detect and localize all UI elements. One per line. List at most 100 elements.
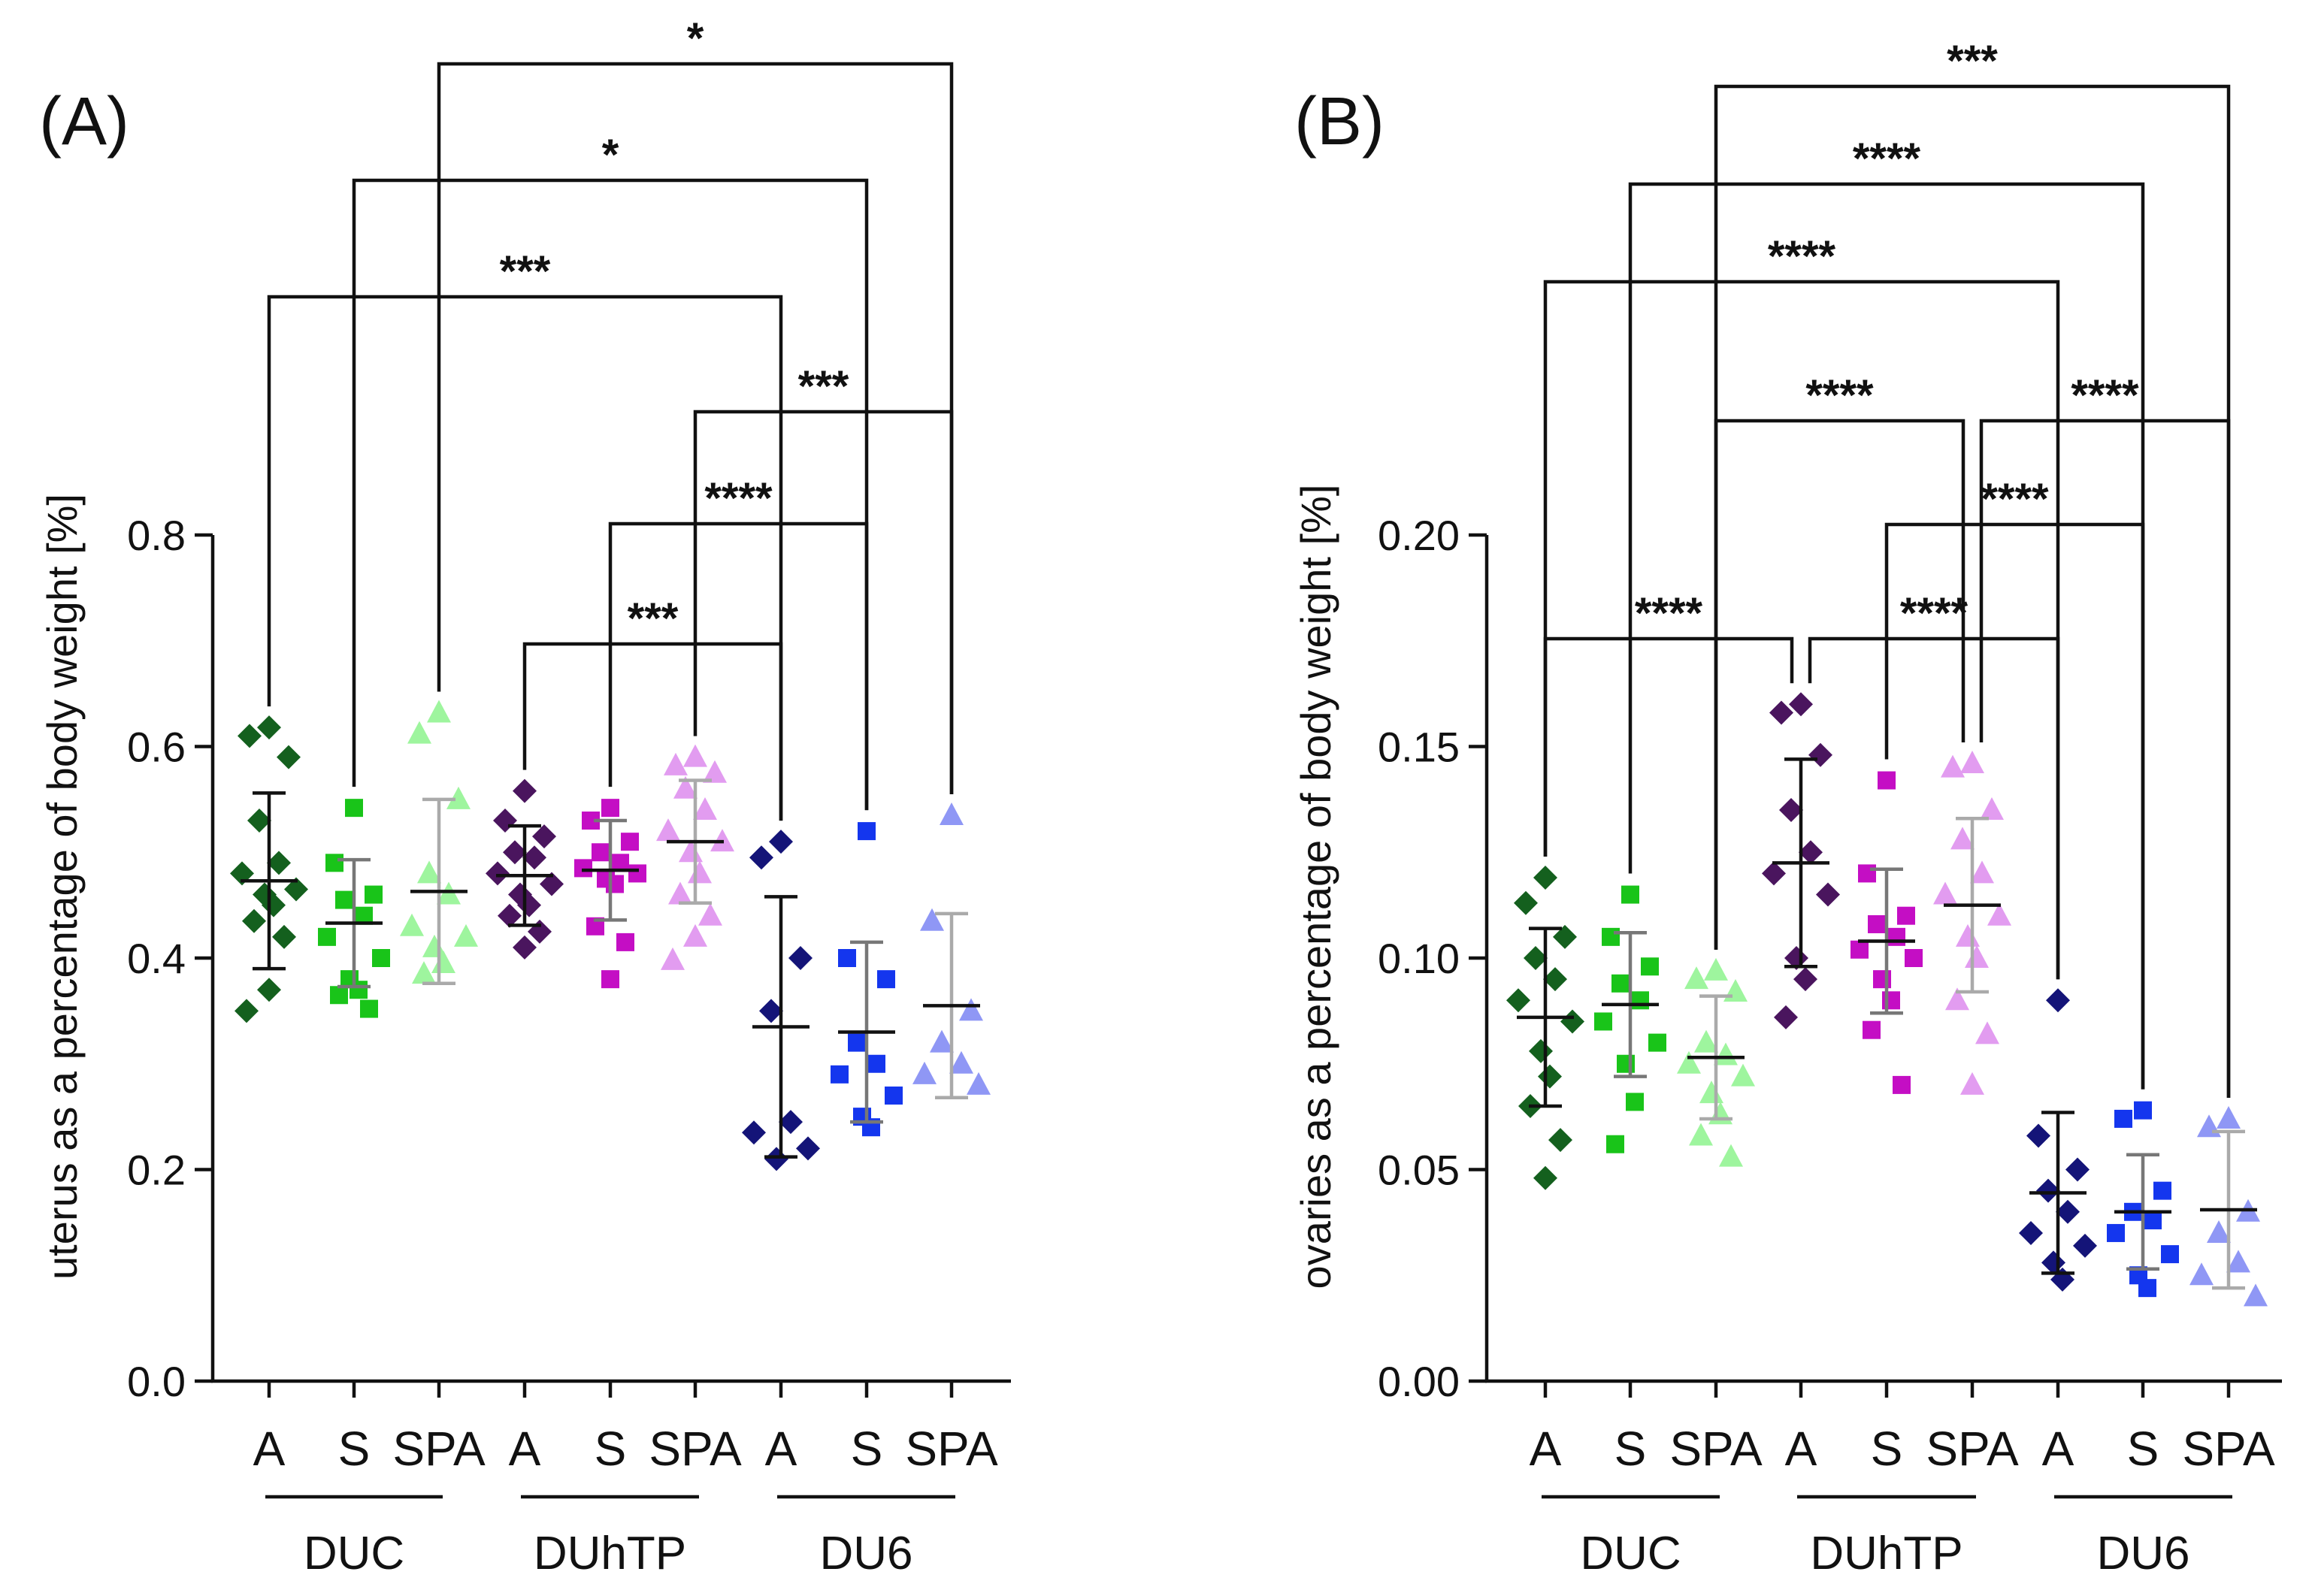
data-point (1950, 827, 1975, 850)
data-point (372, 949, 390, 967)
data-point (1641, 957, 1659, 976)
data-point (759, 999, 783, 1023)
significance-bracket (1808, 636, 2060, 980)
data-point (616, 933, 634, 951)
data-point (1897, 906, 1915, 925)
data-point (1933, 881, 1957, 905)
data-point (257, 978, 281, 1002)
data-point (2189, 1262, 2214, 1286)
significance-bracket (1714, 419, 1966, 950)
data-point (1887, 927, 1905, 946)
data-point (1868, 914, 1886, 933)
data-point (277, 745, 301, 769)
data-point (867, 1054, 885, 1073)
data-point (513, 935, 537, 960)
data-point (1960, 751, 1984, 774)
data-point (698, 902, 722, 926)
significance-label: * (687, 14, 704, 63)
data-point (796, 1136, 820, 1161)
data-point (1594, 1012, 1612, 1031)
data-point (2197, 1114, 2221, 1138)
data-point (1529, 1038, 1553, 1063)
data-point (885, 1086, 903, 1105)
data-point (664, 752, 688, 775)
x-tick-label: SPA (1669, 1422, 1763, 1476)
data-point (1677, 1050, 1701, 1074)
data-point (1506, 988, 1530, 1013)
panel-b-data-points (1506, 692, 2268, 1307)
significance-bracket (1543, 636, 1794, 857)
significance-bracket (352, 178, 869, 811)
data-point (1538, 1064, 1562, 1089)
x-tick-label: S (595, 1422, 627, 1476)
data-point (1548, 1128, 1572, 1153)
significance-label: **** (1635, 589, 1703, 638)
data-point (959, 998, 983, 1021)
panel-a-y-axis-label: uterus as a percentage of body weight [%… (38, 494, 86, 1280)
panel-a: (A) uterus as a percentage of body weigh… (38, 14, 1011, 1579)
y-tick-label: 0.0 (127, 1358, 186, 1405)
panel-b-mean-sd (1517, 757, 2257, 1290)
data-point (1602, 927, 1620, 946)
data-point (1514, 890, 1538, 915)
data-point (2153, 1181, 2171, 1200)
data-point (838, 949, 856, 967)
data-point (1779, 797, 1803, 822)
data-point (673, 775, 698, 799)
data-point (1987, 902, 2011, 926)
data-point (540, 872, 564, 896)
data-point (1699, 1081, 1723, 1104)
y-tick-label: 0.00 (1378, 1358, 1460, 1405)
data-point (920, 908, 944, 931)
group-label: DU6 (2096, 1528, 2189, 1579)
data-point (683, 923, 707, 947)
data-point (693, 796, 717, 820)
y-tick-label: 0.4 (127, 935, 186, 982)
group-label: DU6 (819, 1528, 912, 1579)
significance-label: **** (1805, 371, 1874, 420)
significance-bracket (267, 295, 783, 821)
data-point (2138, 1279, 2156, 1298)
data-point (1769, 700, 1793, 725)
x-tick-label: SPA (649, 1422, 742, 1476)
data-point (1863, 1020, 1881, 1039)
data-point (742, 1120, 766, 1145)
x-tick-label: SPA (2182, 1422, 2275, 1476)
significance-label: **** (1981, 475, 2049, 524)
data-point (350, 981, 368, 999)
panel-a-data-points (230, 700, 991, 1171)
data-point (628, 864, 646, 883)
x-tick-label: A (1785, 1422, 1817, 1476)
significance-label: *** (500, 247, 551, 296)
panel-b-x-tick-labels: A S SPA A S SPA A S SPA (1530, 1422, 2275, 1476)
data-point (1731, 1063, 1755, 1087)
data-point (1893, 1075, 1911, 1094)
data-point (2207, 1220, 2231, 1243)
data-point (1851, 940, 1869, 959)
x-tick-label: A (2042, 1422, 2074, 1476)
significance-label: **** (1900, 589, 1969, 638)
data-point (1941, 754, 1965, 778)
data-point (1719, 1144, 1743, 1167)
significance-label: *** (628, 594, 679, 643)
data-point (2161, 1245, 2179, 1264)
data-point (2244, 1283, 2268, 1307)
panel-a-mean-sd (241, 778, 980, 1159)
panel-b-significance-brackets: *************** ************ **** (1543, 37, 2231, 1098)
x-tick-label: S (851, 1422, 883, 1476)
data-point (858, 822, 876, 841)
data-point (1689, 1123, 1713, 1146)
data-point (242, 908, 266, 933)
data-point (454, 923, 478, 947)
data-point (831, 1065, 849, 1084)
data-point (446, 786, 471, 809)
x-tick-label: A (765, 1422, 797, 1476)
data-point (592, 843, 610, 862)
y-tick-label: 0.8 (127, 512, 186, 559)
group-label: DUhTP (534, 1528, 686, 1579)
data-point (2226, 1250, 2250, 1273)
data-point (345, 799, 363, 818)
data-point (683, 744, 707, 767)
panel-b-group-labels: DUC DUhTP DU6 (1542, 1495, 2232, 1579)
